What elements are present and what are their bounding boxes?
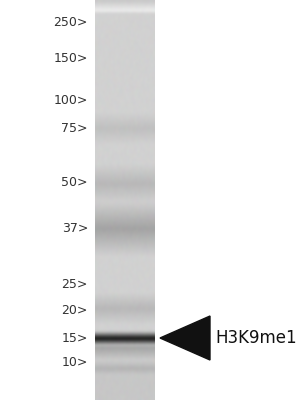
- Text: H3K9me1: H3K9me1: [215, 329, 296, 347]
- Text: 250>: 250>: [54, 16, 88, 28]
- Text: 25>: 25>: [62, 278, 88, 292]
- Polygon shape: [160, 316, 210, 360]
- Text: 10>: 10>: [62, 356, 88, 368]
- Text: 75>: 75>: [61, 122, 88, 134]
- Text: 100>: 100>: [54, 94, 88, 106]
- Text: 20>: 20>: [62, 304, 88, 316]
- Text: 37>: 37>: [62, 222, 88, 234]
- Text: 15>: 15>: [62, 332, 88, 344]
- Text: 50>: 50>: [61, 176, 88, 190]
- Text: 150>: 150>: [54, 52, 88, 64]
